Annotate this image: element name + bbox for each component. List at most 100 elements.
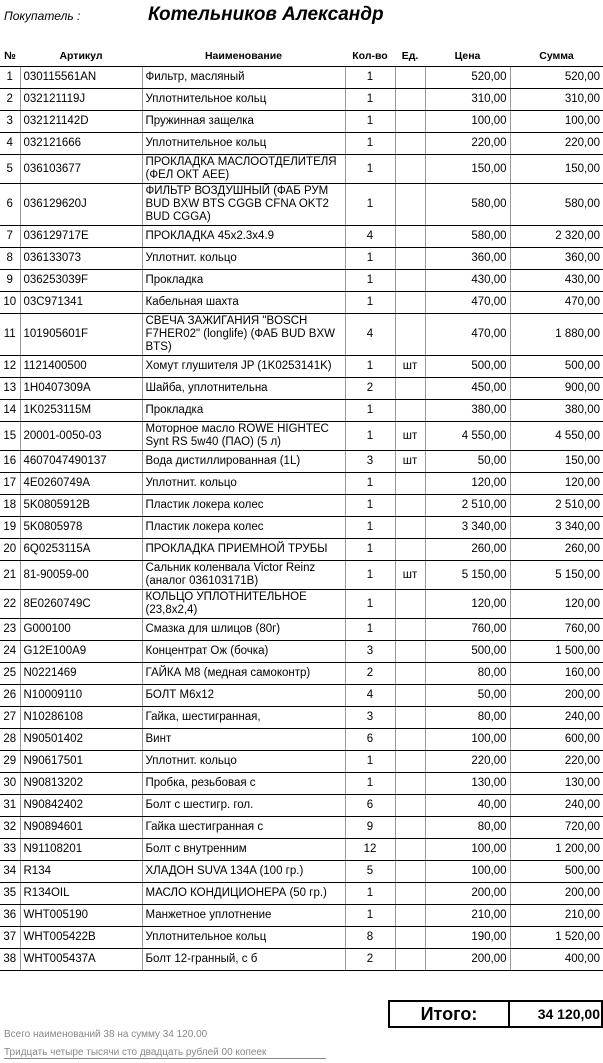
cell-price: 2 510,00 bbox=[424, 494, 510, 517]
cell-unit bbox=[394, 313, 425, 356]
item-row: 27 N10286108 Гайка, шестигранная, 3 80,00 240… bbox=[0, 706, 603, 729]
total-value: 34 120,00 bbox=[508, 1000, 603, 1028]
cell-sum: 210,00 bbox=[509, 904, 603, 927]
cell-name: Сальник коленвала Victor Reinz (аналог 0… bbox=[141, 560, 345, 590]
cell-article: N10286108 bbox=[19, 706, 142, 729]
item-row: 5 036103677 ПРОКЛАДКА МАСЛООТДЕЛИТЕЛЯ (ФЕЛ… bbox=[0, 154, 603, 184]
column-header: № bbox=[0, 46, 20, 67]
cell-unit bbox=[394, 88, 425, 111]
cell-qty: 2 bbox=[344, 948, 395, 971]
cell-article: 036253039F bbox=[19, 269, 142, 292]
column-header: Цена bbox=[425, 46, 510, 67]
cell-sum: 2 320,00 bbox=[509, 225, 603, 248]
cell-qty: 1 bbox=[344, 88, 395, 111]
cell-unit bbox=[394, 472, 425, 495]
cell-price: 200,00 bbox=[424, 948, 510, 971]
cell-sum: 260,00 bbox=[509, 538, 603, 561]
cell-unit bbox=[394, 269, 425, 292]
cell-price: 430,00 bbox=[424, 269, 510, 292]
cell-article: 032121666 bbox=[19, 132, 142, 155]
cell-name: Уплотнит. кольцо bbox=[141, 472, 345, 495]
cell-unit bbox=[394, 838, 425, 861]
cell-qty: 4 bbox=[344, 684, 395, 707]
cell-n: 7 bbox=[0, 225, 20, 248]
cell-name: Вода дистиллированная (1L) bbox=[141, 450, 345, 473]
column-header: Ед. bbox=[395, 46, 425, 67]
item-row: 32 N90894601 Гайка шестигранная с 9 80,00 720… bbox=[0, 816, 603, 839]
item-row: 16 4607047490137 Вода дистиллированная (1L… bbox=[0, 450, 603, 473]
cell-name: Уплотнит. кольцо bbox=[141, 247, 345, 270]
item-row: 17 4E0260749A Уплотнит. кольцо 1 120,00 120,0… bbox=[0, 472, 603, 495]
cell-n: 37 bbox=[0, 926, 20, 949]
item-row: 26 N10009110 БОЛТ М6x12 4 50,00 200,00 bbox=[0, 684, 603, 707]
cell-n: 3 bbox=[0, 110, 20, 133]
cell-unit bbox=[394, 794, 425, 817]
cell-n: 32 bbox=[0, 816, 20, 839]
cell-sum: 150,00 bbox=[509, 450, 603, 473]
cell-n: 13 bbox=[0, 377, 20, 400]
cell-price: 120,00 bbox=[424, 472, 510, 495]
item-row: 23 G000100 Смазка для шлицов (80г) 1 760,00 7… bbox=[0, 618, 603, 641]
cell-qty: 8 bbox=[344, 926, 395, 949]
cell-qty: 1 bbox=[344, 183, 395, 226]
cell-unit bbox=[394, 772, 425, 795]
cell-unit bbox=[394, 377, 425, 400]
cell-n: 12 bbox=[0, 355, 20, 378]
cell-price: 130,00 bbox=[424, 772, 510, 795]
column-header: Наименование bbox=[142, 46, 345, 67]
item-row: 3 032121142D Пружинная защелка 1 100,00 100,0… bbox=[0, 110, 603, 133]
item-row: 10 03C971341 Кабельная шахта 1 470,00 470,00 bbox=[0, 291, 603, 314]
cell-sum: 900,00 bbox=[509, 377, 603, 400]
cell-name: Шайба, уплотнительна bbox=[141, 377, 345, 400]
cell-name: ПРОКЛАДКА ПРИЕМНОЙ ТРУБЫ bbox=[141, 538, 345, 561]
cell-unit: шт bbox=[394, 421, 425, 451]
item-row: 12 1121400500 Хомут глушителя JP (1K025314… bbox=[0, 355, 603, 378]
cell-name: Прокладка bbox=[141, 269, 345, 292]
cell-price: 120,00 bbox=[424, 589, 510, 619]
item-row: 34 R134 ХЛАДОН SUVA 134A (100 гр.) 5 100,00 5… bbox=[0, 860, 603, 883]
cell-name: Прокладка bbox=[141, 399, 345, 422]
cell-article: N90501402 bbox=[19, 728, 142, 751]
cell-unit bbox=[394, 183, 425, 226]
cell-article: 6Q0253115A bbox=[19, 538, 142, 561]
cell-n: 28 bbox=[0, 728, 20, 751]
cell-n: 23 bbox=[0, 618, 20, 641]
cell-qty: 1 bbox=[344, 399, 395, 422]
cell-unit bbox=[394, 750, 425, 773]
cell-price: 580,00 bbox=[424, 183, 510, 226]
item-row: 36 WHT005190 Манжетное уплотнение 1 210,00 21… bbox=[0, 904, 603, 927]
header-row: № Артикул Наименование Кол-во Ед. Цена Сумма bbox=[0, 46, 603, 67]
cell-price: 50,00 bbox=[424, 684, 510, 707]
cell-n: 4 bbox=[0, 132, 20, 155]
cell-price: 3 340,00 bbox=[424, 516, 510, 539]
cell-article: WHT005422B bbox=[19, 926, 142, 949]
cell-price: 260,00 bbox=[424, 538, 510, 561]
cell-price: 5 150,00 bbox=[424, 560, 510, 590]
cell-qty: 3 bbox=[344, 706, 395, 729]
item-row: 35 R134OIL МАСЛО КОНДИЦИОНЕРА (50 гр.) 1 200… bbox=[0, 882, 603, 905]
cell-price: 100,00 bbox=[424, 728, 510, 751]
cell-n: 33 bbox=[0, 838, 20, 861]
cell-sum: 100,00 bbox=[509, 110, 603, 133]
item-row: 30 N90813202 Пробка, резьбовая с 1 130,00 130… bbox=[0, 772, 603, 795]
item-row: 7 036129717E ПРОКЛАДКА 45x2.3x4.9 4 580,00 2 … bbox=[0, 225, 603, 248]
cell-sum: 600,00 bbox=[509, 728, 603, 751]
cell-article: 036129717E bbox=[19, 225, 142, 248]
item-row: 38 WHT005437A Болт 12-гранный, с б 2 200,00 4… bbox=[0, 948, 603, 971]
cell-article: 1121400500 bbox=[19, 355, 142, 378]
cell-qty: 4 bbox=[344, 225, 395, 248]
cell-price: 470,00 bbox=[424, 291, 510, 314]
cell-unit bbox=[394, 882, 425, 905]
cell-sum: 120,00 bbox=[509, 472, 603, 495]
cell-article: 1H0407309A bbox=[19, 377, 142, 400]
item-row: 22 8E0260749C КОЛЬЦО УПЛОТНИТЕЛЬНОЕ (23,8x… bbox=[0, 589, 603, 619]
cell-sum: 520,00 bbox=[509, 66, 603, 89]
cell-sum: 500,00 bbox=[509, 860, 603, 883]
cell-article: 036129620J bbox=[19, 183, 142, 226]
cell-n: 25 bbox=[0, 662, 20, 685]
cell-price: 450,00 bbox=[424, 377, 510, 400]
cell-name: Фильтр, масляный bbox=[141, 66, 345, 89]
cell-n: 24 bbox=[0, 640, 20, 663]
cell-unit bbox=[394, 640, 425, 663]
